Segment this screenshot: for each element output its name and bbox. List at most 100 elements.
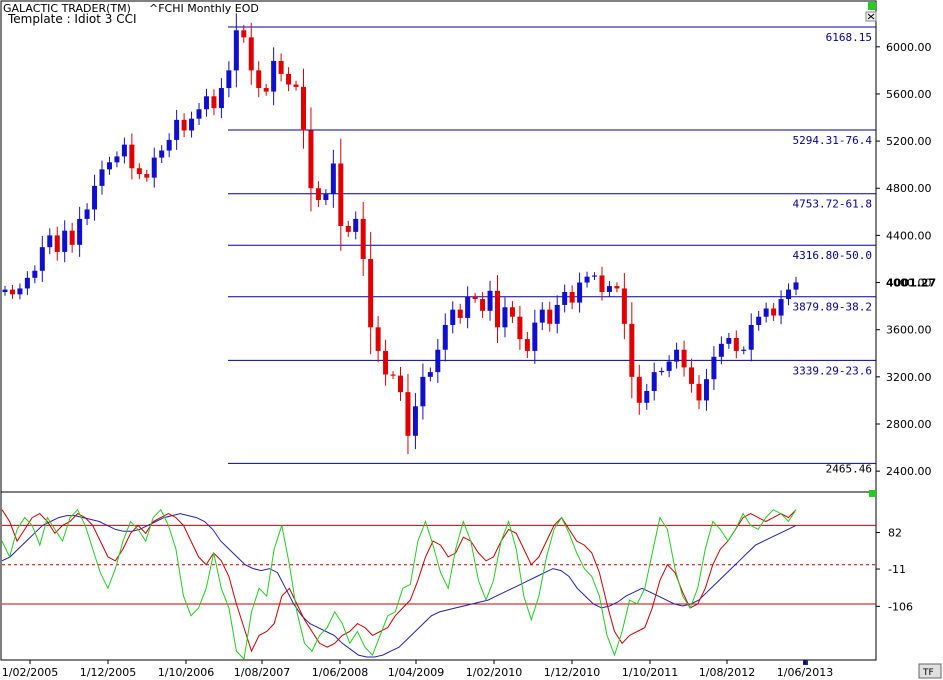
bottom-level-marker[interactable] [869, 490, 876, 497]
candle-body [241, 30, 247, 38]
candle-body [420, 376, 426, 407]
tf-button[interactable]: TF [918, 663, 942, 679]
candle-body [263, 88, 269, 92]
candle-body [271, 60, 277, 92]
y-tick-label: 4000.00 [886, 277, 932, 290]
candle-body [151, 157, 157, 178]
candle-body [577, 282, 583, 303]
y-tick-label: 3200.00 [886, 371, 932, 384]
candle-body [748, 324, 754, 350]
candle-body [703, 379, 709, 401]
candle-body [330, 163, 336, 195]
candle-body [666, 361, 672, 371]
candle-body [427, 372, 433, 377]
candle-body [495, 290, 501, 328]
cci-tick-label: 82 [888, 527, 902, 540]
candle-body [174, 119, 180, 140]
candle-body [84, 209, 90, 219]
cci-green-line [1, 508, 797, 661]
x-tick-label: 1/02/2010 [466, 666, 522, 679]
candle-body [786, 289, 792, 300]
candle-body [621, 288, 627, 324]
fib-label: 2465.46 [826, 462, 872, 475]
candle-body [203, 96, 209, 110]
candle-body [196, 109, 202, 119]
candle-body [121, 144, 127, 157]
candle-body [54, 235, 60, 252]
candle-body [592, 275, 598, 277]
candle-body [778, 299, 784, 316]
fib-label: 3339.29-23.6 [793, 364, 872, 377]
candle-body [450, 309, 456, 325]
candle-body [472, 296, 478, 300]
candle-body [636, 376, 642, 403]
candle-body [189, 118, 195, 131]
fib-label: 6168.15 [826, 31, 872, 44]
y-tick-label: 3600.00 [886, 324, 932, 337]
candle-body [502, 307, 508, 328]
candle-body [763, 308, 769, 317]
price-panel-frame [0, 0, 877, 493]
cci-blue-line [1, 513, 797, 658]
x-tick-label: 1/02/2005 [2, 666, 58, 679]
candle-body [256, 70, 262, 89]
candle-body [532, 322, 538, 351]
candle-body [77, 218, 83, 245]
candle-body [368, 258, 374, 328]
candle-body [756, 316, 762, 325]
candle-body [360, 218, 366, 259]
candle-body [338, 163, 344, 226]
y-tick-label: 5200.00 [886, 135, 932, 148]
tf-label: TF [922, 668, 934, 678]
candle-body [599, 275, 605, 292]
candle-body [674, 349, 680, 362]
candle-body [793, 282, 799, 290]
candle-body [323, 194, 329, 201]
candle-body [345, 225, 351, 232]
fib-label: 4753.72-61.8 [793, 198, 872, 211]
top-corner-marker[interactable] [868, 2, 876, 10]
candle-body [248, 37, 254, 71]
candle-body [524, 339, 530, 351]
candle-body [614, 286, 620, 289]
candle-body [9, 289, 15, 295]
candle-body [114, 156, 120, 163]
candle-body [405, 392, 411, 436]
candle-body [166, 139, 172, 151]
candle-body [129, 144, 135, 169]
candle-body [375, 327, 381, 351]
candle-body [696, 383, 702, 401]
candle-body [383, 350, 389, 375]
candle-body [435, 349, 441, 373]
candle-body [62, 230, 68, 252]
candle-body [465, 296, 471, 318]
candle-body [412, 406, 418, 436]
candle-body [480, 299, 486, 311]
chart-title: ^FCHI Monthly EOD [149, 2, 259, 15]
candle-body [442, 324, 448, 350]
candle-body [398, 375, 403, 393]
candle-body [733, 337, 739, 351]
close-icon[interactable] [865, 11, 877, 22]
candle-body [457, 309, 463, 318]
y-tick-label: 2800.00 [886, 418, 932, 431]
candle-body [569, 291, 575, 303]
candle-body [726, 337, 732, 344]
x-tick-label: 1/06/2013 [777, 666, 833, 679]
candle-body [32, 270, 38, 278]
fib-label: 3879.89-38.2 [793, 301, 872, 314]
candle-body [159, 150, 165, 158]
candle-body [539, 309, 545, 323]
cci-red-line [1, 509, 797, 653]
candle-body [99, 169, 105, 186]
candle-body [353, 218, 359, 232]
candle-body [278, 60, 284, 74]
candle-body [2, 289, 8, 292]
candle-body [69, 230, 75, 245]
candle-body [562, 291, 568, 305]
template-label: Template : Idiot 3 CCI [7, 12, 137, 26]
candle-body [24, 277, 30, 289]
candle-body [711, 356, 717, 380]
x-tick-label: 1/04/2009 [388, 666, 444, 679]
